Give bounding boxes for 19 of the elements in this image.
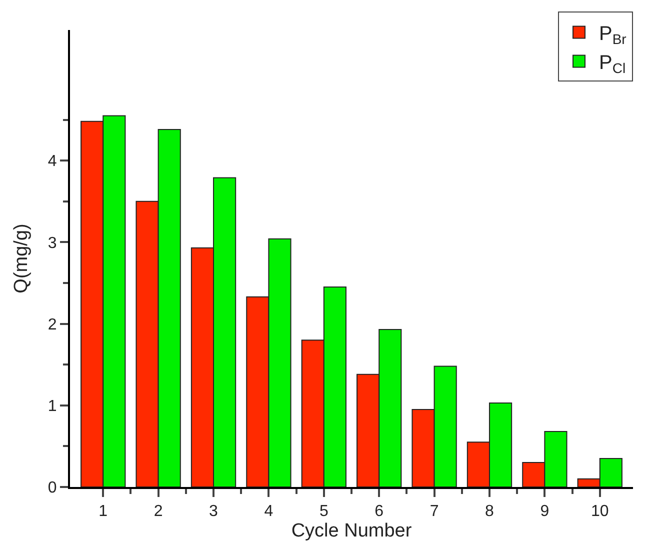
legend-label: P$_{Br}$: [599, 23, 627, 48]
y-tick-label: 0: [48, 480, 57, 497]
x-axis-title: Cycle Number: [291, 520, 412, 542]
x-tick-label: 8: [485, 503, 494, 520]
x-tick-label: 10: [590, 503, 609, 520]
x-tick-label: 4: [264, 503, 274, 520]
x-tick-label: 5: [319, 503, 328, 520]
y-tick-label: 3: [48, 234, 57, 252]
x-tick-label: 7: [430, 503, 439, 520]
x-tick-label: 2: [154, 503, 163, 520]
y-tick-label: 4: [48, 153, 57, 170]
x-tick-label: 9: [540, 503, 550, 520]
y-axis-title: Q(mg/g): [11, 224, 32, 294]
x-tick-label: 3: [209, 503, 218, 520]
x-tick-label: 6: [374, 503, 384, 520]
y-tick-label: 1: [48, 398, 57, 415]
y-tick-label: 2: [48, 316, 57, 334]
legend-label: P$_{Cl}$: [599, 52, 626, 76]
x-tick-label: 1: [98, 503, 108, 520]
